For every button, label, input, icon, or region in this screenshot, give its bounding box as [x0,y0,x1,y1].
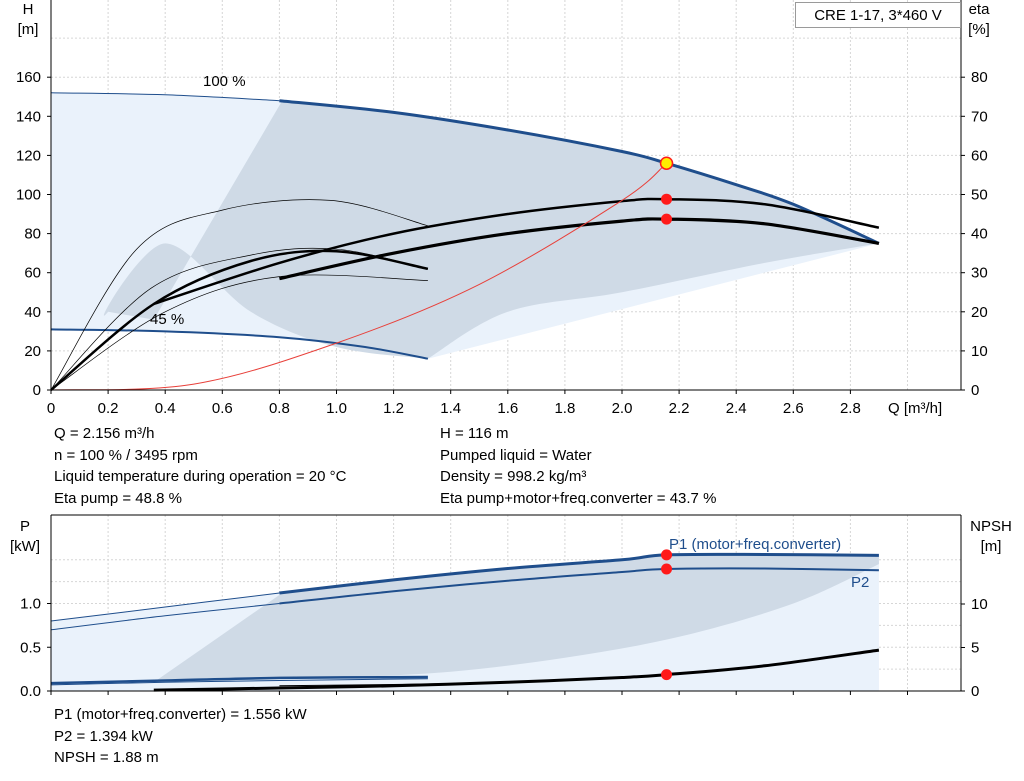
y-left-tick-label: 0 [33,382,41,399]
area-recommended-range [153,554,879,683]
curve-100-thin [50,92,280,102]
y-right-tick-label: 80 [971,69,988,86]
curve-eta-min-thin [50,199,428,391]
duty-point-npsh [661,669,673,681]
y-right-tick-label: 5 [971,640,979,657]
curve-p-45-thin [50,678,428,686]
y-left-tick-label: 20 [24,343,41,360]
y-left-axis-unit: [m] [18,21,39,38]
y-left-axis-label: P [20,518,30,535]
x-tick-label: 1.6 [497,400,518,417]
curve-npsh [153,648,880,692]
y-left-tick-label: 1.0 [20,596,41,613]
curve-npsh-thin [279,682,508,687]
y-right-tick-label: 50 [971,187,988,204]
y-left-axis-label: H [23,1,34,18]
bottom-chart-curves [50,549,880,692]
info-eta-total: Eta pump+motor+freq.converter = 43.7 % [440,489,717,507]
info-eta-pump: Eta pump = 48.8 % [54,489,182,507]
curve-label-p1: P1 (motor+freq.converter) [669,536,841,553]
y-left-tick-label: 140 [16,108,41,125]
y-left-tick-label: 80 [24,226,41,243]
x-tick-label: 0.4 [155,400,176,417]
info-speed: n = 100 % / 3495 rpm [54,446,198,464]
x-tick-label: 2.6 [783,400,804,417]
x-tick-label: 0 [47,400,55,417]
curve-p1 [279,552,879,595]
info-p1: P1 (motor+freq.converter) = 1.556 kW [54,706,307,723]
x-tick-label: 2.8 [840,400,861,417]
x-axis-label: Q [m³/h] [888,400,942,417]
curve-p2-thin [50,603,280,631]
x-tick-label: 0.8 [269,400,290,417]
curve-eta-45-thin [50,274,428,391]
bottom-chart-axes: 0.0 0.5 1.0 0 5 10 P [kW] NPSH [m] P1 (motor+freq.… [10,514,1012,700]
info-flow: Q = 2.156 m³/h [54,425,155,442]
info-bottom-panel: P1 (motor+freq.converter) = 1.556 kW P2 … [54,704,307,769]
duty-point-eta-pump [661,193,673,205]
curve-p2 [279,567,879,605]
y-left-tick-label: 40 [24,304,41,321]
info-right-panel: H = 116 m Pumped liquid = Water Density … [440,423,716,509]
info-p2: P2 = 1.394 kW [54,727,153,745]
y-right-tick-label: 30 [971,265,988,282]
y-right-axis-unit: [m] [981,538,1002,555]
x-tick-label: 2.0 [612,400,633,417]
y-right-axis-label: NPSH [970,518,1012,535]
curve-p-45 [50,675,428,685]
curve-eta-pump [153,197,880,306]
x-tick-label: 2.4 [726,400,747,417]
y-right-tick-label: 10 [971,596,988,613]
x-tick-label: 1.2 [383,400,404,417]
info-liquid-temperature: Liquid temperature during operation = 20… [54,468,347,485]
top-chart-axes: 0 0.2 0.4 0.6 0.8 1.0 1.2 1.4 1.6 1.8 2.0 2.2 2.4 2.6… [16,0,990,417]
duty-point-head [659,156,674,170]
curve-system [50,162,667,391]
info-npsh: NPSH = 1.88 m [54,749,159,766]
info-density: Density = 998.2 kg/m³ [440,468,587,485]
curve-eta-45 [50,249,429,391]
y-left-tick-label: 0.5 [20,639,41,656]
curve-eta-min-thin-2 [50,247,428,391]
curve-eta-total [279,217,880,281]
x-tick-label: 0.2 [98,400,119,417]
x-tick-label: 0.6 [212,400,233,417]
y-right-tick-label: 0 [971,382,979,399]
duty-point-eta-total [661,213,673,225]
curve-p1-thin [50,592,280,622]
bottom-chart-areas [51,554,879,691]
y-right-tick-label: 0 [971,683,979,700]
x-tick-label: 1.0 [326,400,347,417]
y-right-axis-label: eta [969,1,991,18]
y-left-tick-label: 160 [16,69,41,86]
y-right-axis-unit: [%] [968,21,990,38]
y-left-tick-label: 0.0 [20,683,41,700]
y-left-tick-label: 120 [16,147,41,164]
y-left-axis-unit: [kW] [10,538,40,555]
top-chart-areas [51,92,879,359]
duty-point-p1 [661,549,673,561]
y-right-tick-label: 60 [971,147,988,164]
x-tick-label: 1.4 [440,400,461,417]
info-left-panel: Q = 2.156 m³/h n = 100 % / 3495 rpm Liqu… [54,423,346,509]
curve-label-100: 100 % [203,73,246,90]
y-right-tick-label: 70 [971,108,988,125]
curve-label-p2: P2 [851,574,869,591]
duty-point-p2 [661,563,673,575]
x-tick-label: 2.2 [669,400,690,417]
y-right-tick-label: 10 [971,343,988,360]
y-right-tick-label: 20 [971,304,988,321]
curve-label-45: 45 % [150,311,184,328]
x-tick-label: 1.8 [554,400,575,417]
y-left-tick-label: 60 [24,265,41,282]
pump-model-title: CRE 1-17, 3*460 V [795,2,961,28]
top-chart-curves [50,92,880,391]
info-head: H = 116 m [440,425,509,442]
y-left-tick-label: 100 [16,187,41,204]
info-pumped-liquid: Pumped liquid = Water [440,446,592,464]
y-right-tick-label: 40 [971,226,988,243]
curve-100-percent [279,99,880,245]
area-recommended-range [103,100,879,359]
